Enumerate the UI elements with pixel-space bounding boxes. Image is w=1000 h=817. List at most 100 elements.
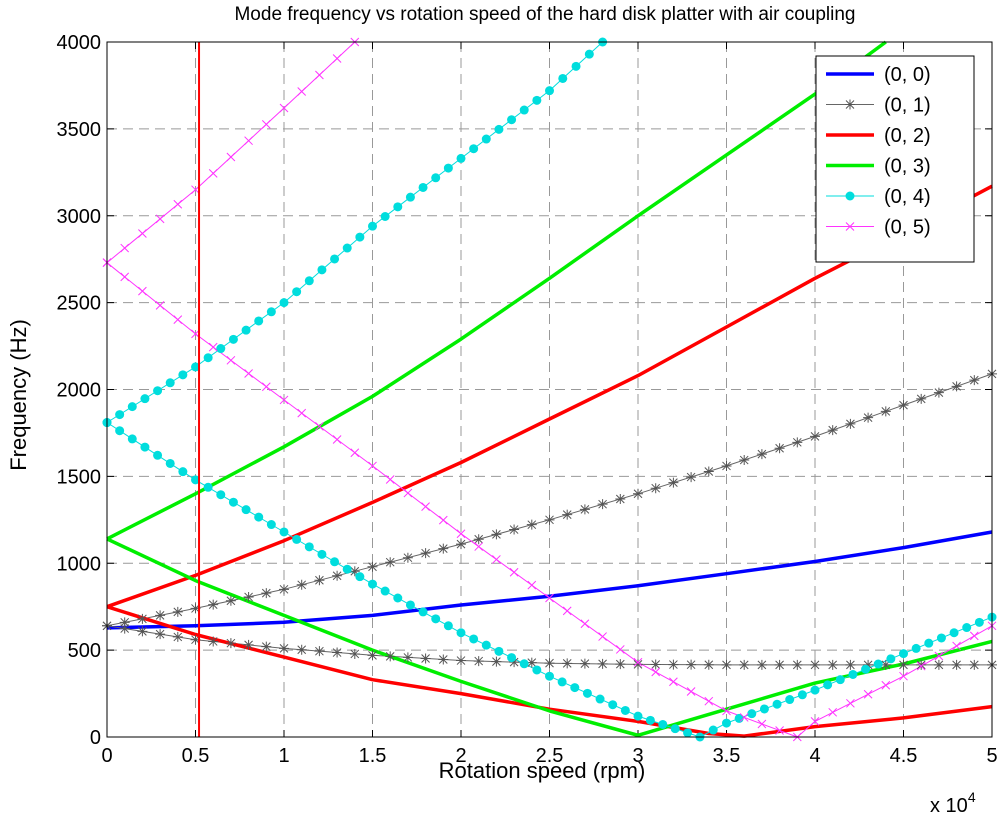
series-marker-(0, 1)	[863, 412, 874, 423]
series-marker-(0, 1)	[951, 381, 962, 392]
series-marker-(0, 4)	[203, 353, 213, 363]
series-marker-(0, 4)	[266, 307, 276, 317]
series-marker-(0, 4)	[355, 572, 365, 582]
y-tick-label: 2500	[57, 293, 102, 315]
series-marker-(0, 5)	[208, 169, 218, 178]
series-marker-(0, 5)	[438, 515, 448, 525]
series-marker-(0, 4)	[848, 669, 858, 679]
series-marker-(0, 4)	[203, 482, 213, 492]
y-tick-label: 1000	[57, 553, 102, 575]
y-tick-label: 2000	[57, 380, 102, 402]
series-marker-(0, 1)	[721, 460, 732, 471]
series-marker-(0, 5)	[297, 408, 307, 418]
legend-marker	[845, 99, 855, 110]
series-marker-(0, 4)	[670, 724, 680, 734]
series-marker-(0, 1)	[579, 658, 590, 669]
series-marker-(0, 1)	[420, 548, 431, 559]
series-marker-(0, 5)	[598, 632, 607, 641]
series-marker-(0, 4)	[620, 705, 630, 715]
series-marker-(0, 4)	[178, 370, 188, 380]
x-multiplier-label: x 104	[930, 789, 976, 817]
x-axis-label: Rotation speed (rpm)	[439, 758, 646, 783]
series-marker-(0, 1)	[332, 570, 343, 581]
series-marker-(0, 4)	[469, 634, 479, 644]
series-marker-(0, 1)	[155, 610, 166, 621]
series-marker-(0, 5)	[279, 103, 289, 113]
x-tick-label: 4.5	[890, 745, 918, 767]
series-marker-(0, 1)	[774, 443, 785, 454]
series-marker-(0, 1)	[721, 659, 732, 670]
series-marker-(0, 5)	[261, 120, 271, 129]
series-marker-(0, 5)	[120, 243, 130, 253]
series-marker-(0, 5)	[456, 529, 466, 539]
series-marker-(0, 4)	[330, 254, 340, 264]
legend-label: (0, 1)	[884, 95, 931, 117]
series-marker-(0, 1)	[261, 588, 272, 599]
series-marker-(0, 4)	[254, 316, 264, 326]
series-marker-(0, 4)	[153, 450, 163, 460]
series-marker-(0, 4)	[962, 623, 972, 633]
series-marker-(0, 5)	[173, 199, 183, 209]
series-marker-(0, 1)	[438, 654, 449, 665]
x-tick-label: 1.5	[359, 745, 387, 767]
series-marker-(0, 1)	[845, 418, 856, 429]
series-marker-(0, 5)	[244, 369, 253, 378]
series-marker-(0, 5)	[297, 87, 307, 96]
series-marker-(0, 4)	[608, 700, 618, 710]
series-marker-(0, 4)	[254, 512, 264, 522]
series-marker-(0, 5)	[315, 421, 324, 431]
series-marker-(0, 4)	[545, 86, 554, 96]
series-marker-(0, 4)	[861, 664, 871, 674]
series-marker-(0, 4)	[405, 600, 415, 610]
series-marker-(0, 4)	[835, 675, 845, 685]
series-marker-(0, 4)	[228, 334, 238, 344]
legend-label: (0, 2)	[884, 125, 931, 147]
series-marker-(0, 1)	[243, 591, 254, 602]
x-multiplier-exponent: 4	[968, 789, 976, 805]
series-marker-(0, 4)	[216, 490, 226, 500]
series-marker-(0, 1)	[792, 659, 803, 670]
series-marker-(0, 4)	[292, 287, 302, 297]
series-marker-(0, 5)	[279, 395, 289, 405]
series-marker-(0, 1)	[225, 595, 236, 606]
series-marker-(0, 1)	[650, 659, 661, 670]
series-marker-(0, 4)	[165, 458, 175, 468]
chart-title: Mode frequency vs rotation speed of the …	[234, 4, 855, 25]
series-marker-(0, 4)	[481, 134, 491, 144]
series-marker-(0, 1)	[898, 400, 909, 411]
series-marker-(0, 1)	[314, 575, 325, 586]
x-tick-label: 3	[632, 745, 643, 767]
series-marker-(0, 5)	[846, 698, 855, 708]
series-marker-(0, 1)	[119, 623, 130, 634]
series-marker-(0, 1)	[810, 659, 820, 670]
series-marker-(0, 4)	[140, 442, 150, 452]
series-marker-(0, 1)	[367, 650, 378, 661]
series-marker-(0, 1)	[774, 659, 785, 670]
legend-marker	[845, 191, 855, 201]
series-marker-(0, 5)	[969, 631, 979, 641]
series-marker-(0, 5)	[509, 567, 519, 577]
series-marker-(0, 4)	[456, 628, 466, 638]
series-marker-(0, 4)	[494, 124, 504, 134]
series-marker-(0, 4)	[140, 394, 150, 404]
series-marker-(0, 1)	[137, 613, 148, 624]
series-marker-(0, 4)	[241, 505, 251, 515]
series-marker-(0, 5)	[527, 580, 537, 590]
series-marker-(0, 4)	[304, 276, 314, 286]
series-marker-(0, 1)	[686, 659, 697, 670]
series-marker-(0, 4)	[330, 557, 340, 567]
series-marker-(0, 1)	[739, 455, 750, 466]
series-marker-(0, 5)	[332, 435, 342, 444]
series-marker-(0, 1)	[438, 543, 449, 554]
series-marker-(0, 4)	[431, 614, 441, 624]
series-marker-(0, 4)	[683, 728, 693, 738]
series-marker-(0, 5)	[704, 696, 714, 706]
series-marker-(0, 5)	[368, 461, 377, 471]
series-marker-(0, 5)	[952, 641, 961, 651]
series-marker-(0, 4)	[431, 173, 441, 183]
series-marker-(0, 1)	[597, 499, 608, 510]
series-marker-(0, 1)	[473, 534, 484, 545]
series-marker-(0, 4)	[279, 527, 289, 537]
series-marker-(0, 5)	[138, 229, 147, 238]
series-marker-(0, 1)	[792, 437, 803, 448]
